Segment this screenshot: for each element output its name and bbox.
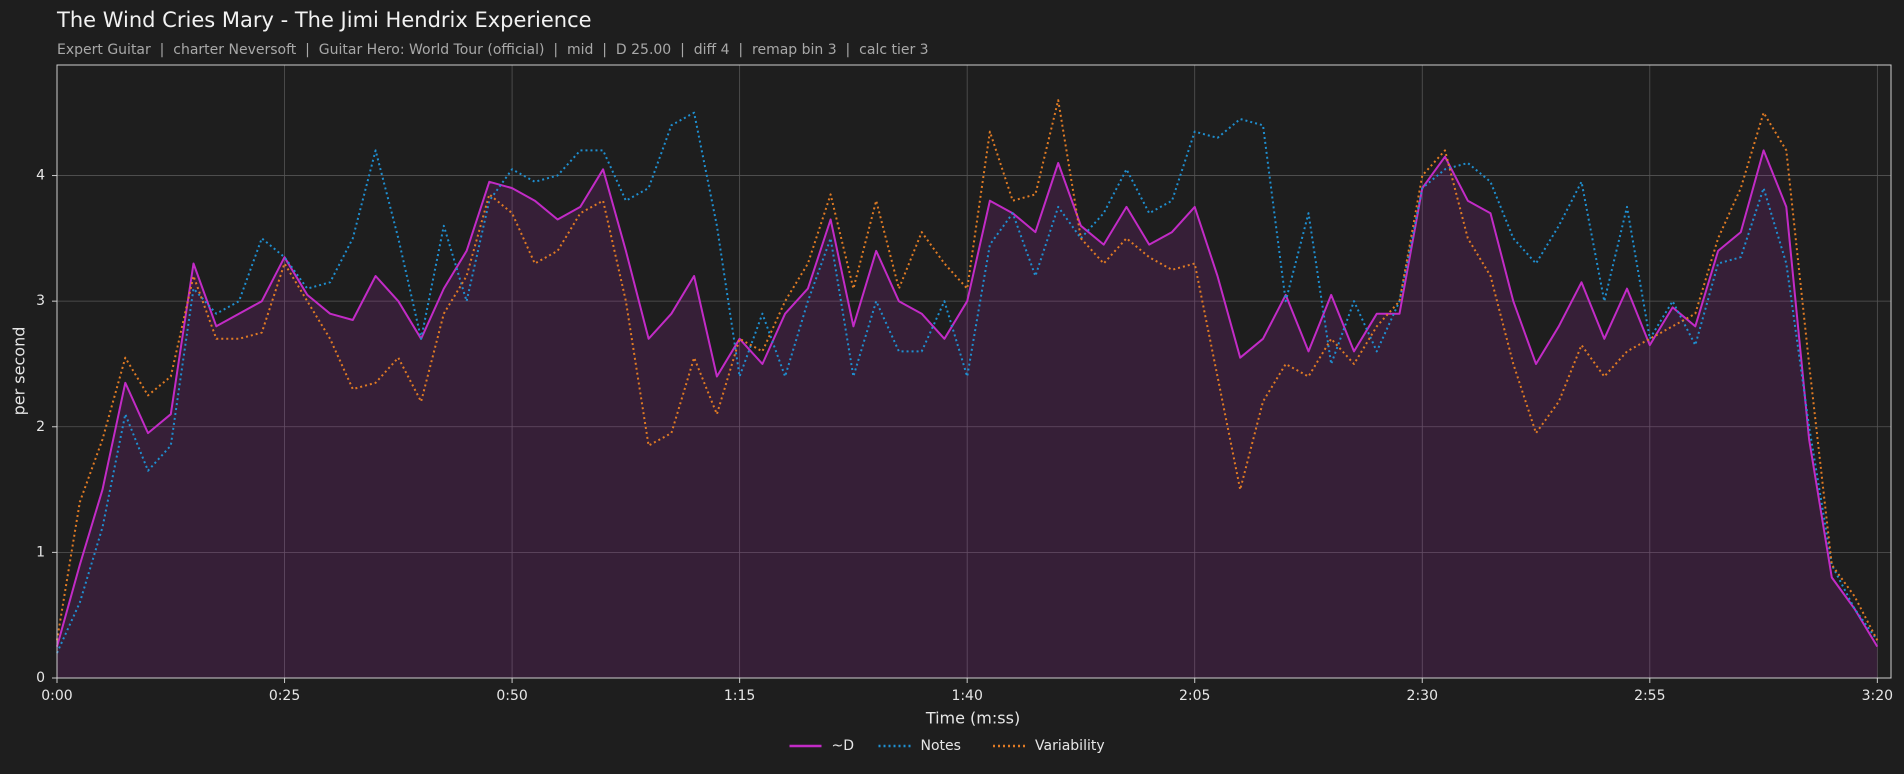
legend-label: Notes <box>921 738 961 754</box>
line <box>56 111 1879 654</box>
y-tick-label: 1 <box>36 544 45 560</box>
x-tick-label: 2:05 <box>1179 688 1210 704</box>
x-tick-label: 0:00 <box>41 688 72 704</box>
line <box>56 99 1879 641</box>
x-tick-label: 1:15 <box>724 688 755 704</box>
x-tick-label: 2:30 <box>1407 688 1438 704</box>
x-tick-label: 0:25 <box>269 688 300 704</box>
x-tick-label: 2:55 <box>1634 688 1665 704</box>
y-tick-label: 0 <box>36 670 45 686</box>
x-axis-label: Time (m:ss) <box>925 709 1020 728</box>
y-tick-label: 4 <box>36 168 45 184</box>
legend-label: ~D <box>832 738 855 754</box>
x-tick-label: 0:50 <box>496 688 527 704</box>
x-tick-label: 3:20 <box>1862 688 1893 704</box>
area <box>57 150 1878 678</box>
line <box>56 149 1879 648</box>
legend-label: Variability <box>1035 738 1105 754</box>
y-axis-label: per second <box>10 327 29 416</box>
x-tick-label: 1:40 <box>951 688 982 704</box>
y-tick-label: 3 <box>36 293 45 309</box>
chart-title: The Wind Cries Mary - The Jimi Hendrix E… <box>56 8 592 32</box>
y-tick-label: 2 <box>36 419 45 435</box>
chart-subtitle: Expert Guitar | charter Neversoft | Guit… <box>57 42 929 58</box>
plot-area <box>57 65 1891 678</box>
plot-border <box>56 64 1892 679</box>
